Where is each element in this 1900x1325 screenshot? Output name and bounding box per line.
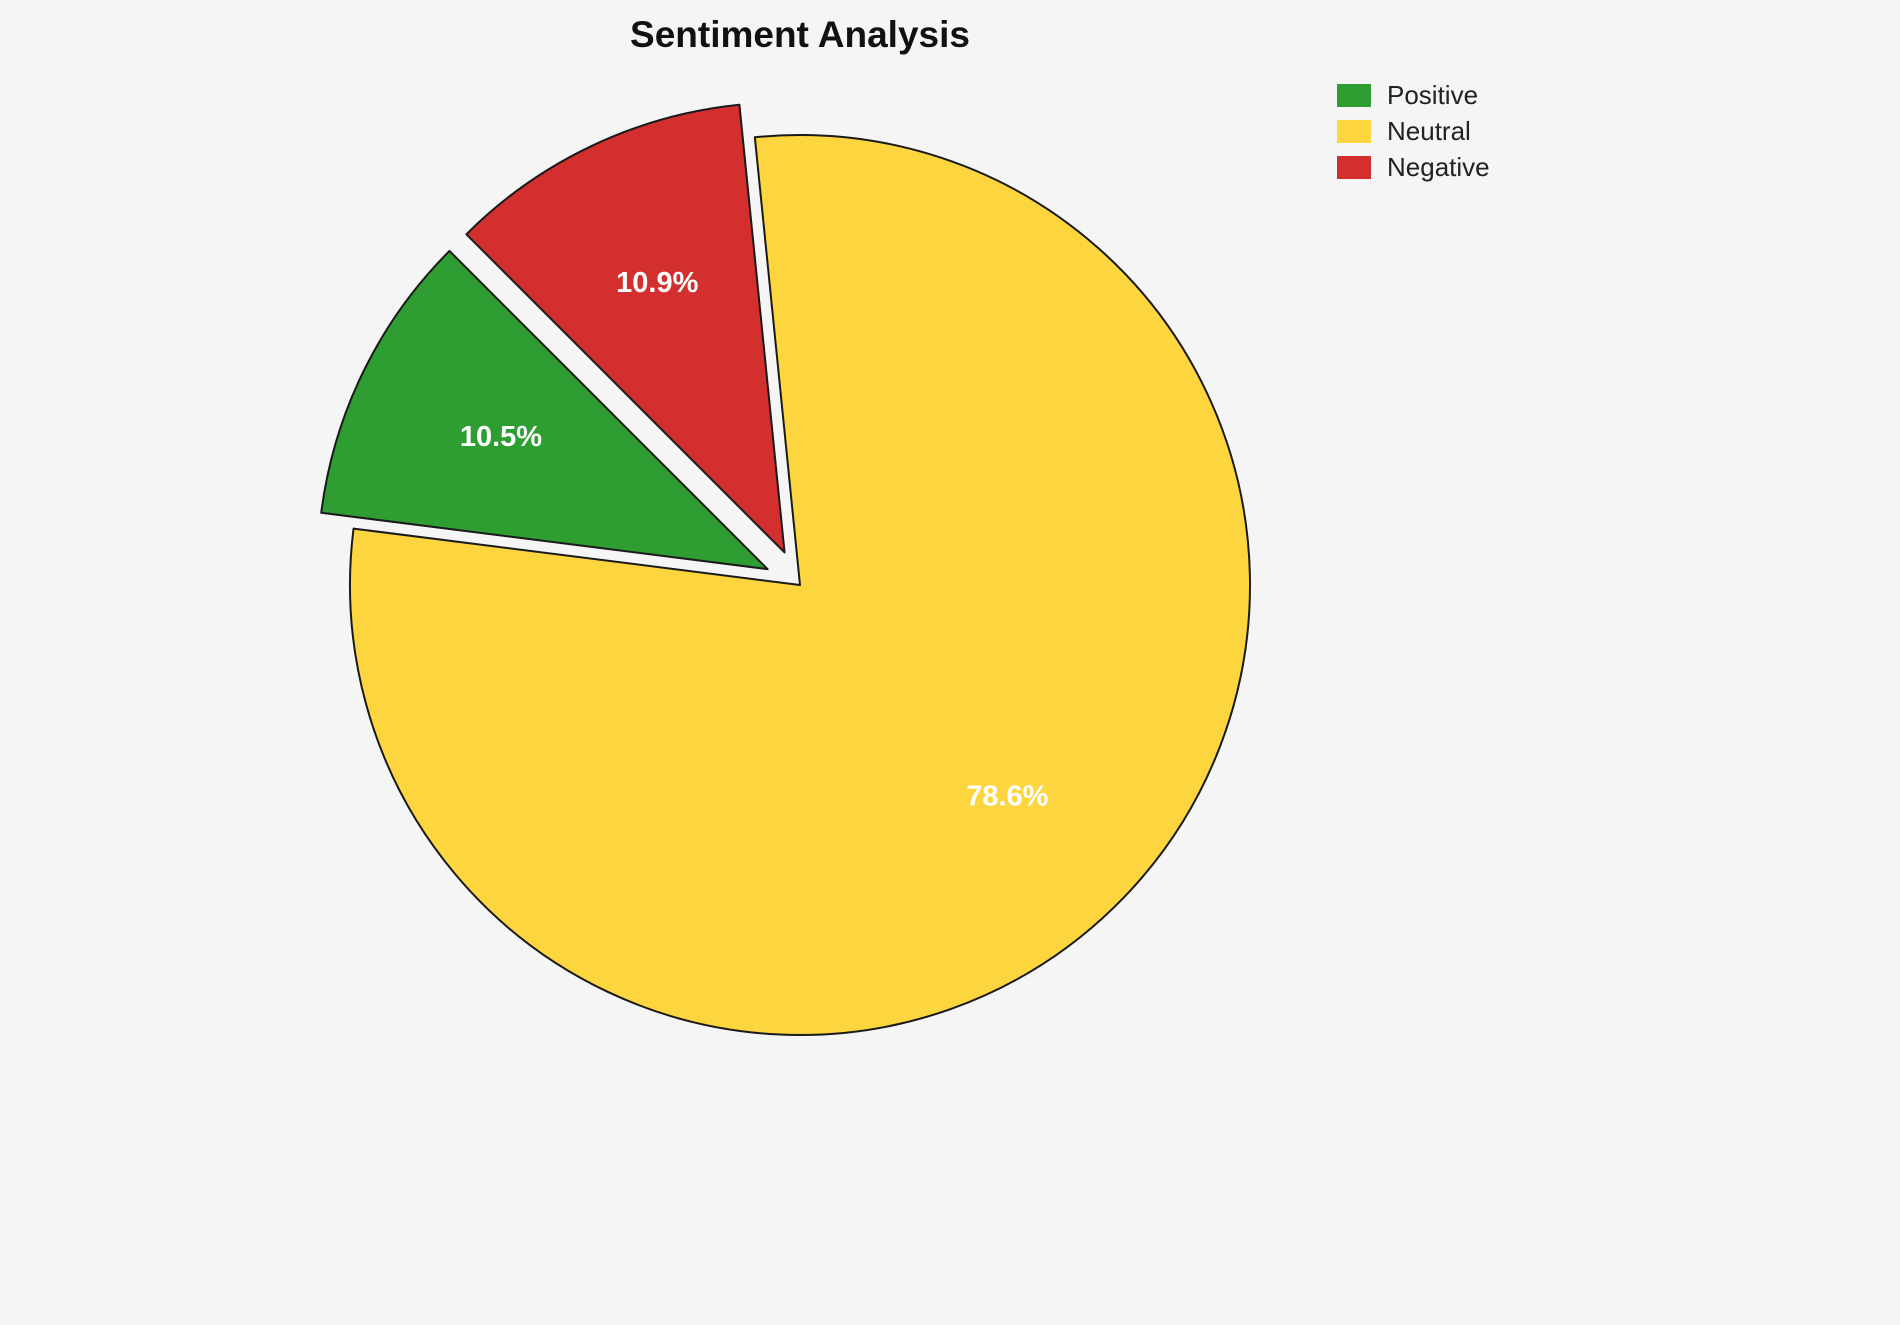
legend-swatch-negative xyxy=(1337,155,1371,179)
pie-pct-label-neutral: 78.6% xyxy=(966,780,1048,812)
legend-swatch-neutral xyxy=(1337,119,1371,143)
legend-label-negative: Negative xyxy=(1387,152,1490,182)
legend-label-neutral: Neutral xyxy=(1387,116,1471,146)
chart-title: Sentiment Analysis xyxy=(630,14,970,55)
legend-item-positive: Positive xyxy=(1337,82,1490,108)
legend-swatch-positive xyxy=(1337,83,1371,107)
pie-pct-label-positive: 10.5% xyxy=(460,421,542,453)
pie-slice-positive xyxy=(320,249,769,571)
legend-label-positive: Positive xyxy=(1387,80,1479,110)
legend-item-negative: Negative xyxy=(1337,154,1490,180)
pie-slice-negative xyxy=(465,103,786,554)
legend: Positive Neutral Negative xyxy=(1337,82,1490,180)
pie-pct-label-negative: 10.9% xyxy=(616,267,698,299)
legend-item-neutral: Neutral xyxy=(1337,118,1490,144)
pie-slice-neutral xyxy=(349,134,1251,1036)
